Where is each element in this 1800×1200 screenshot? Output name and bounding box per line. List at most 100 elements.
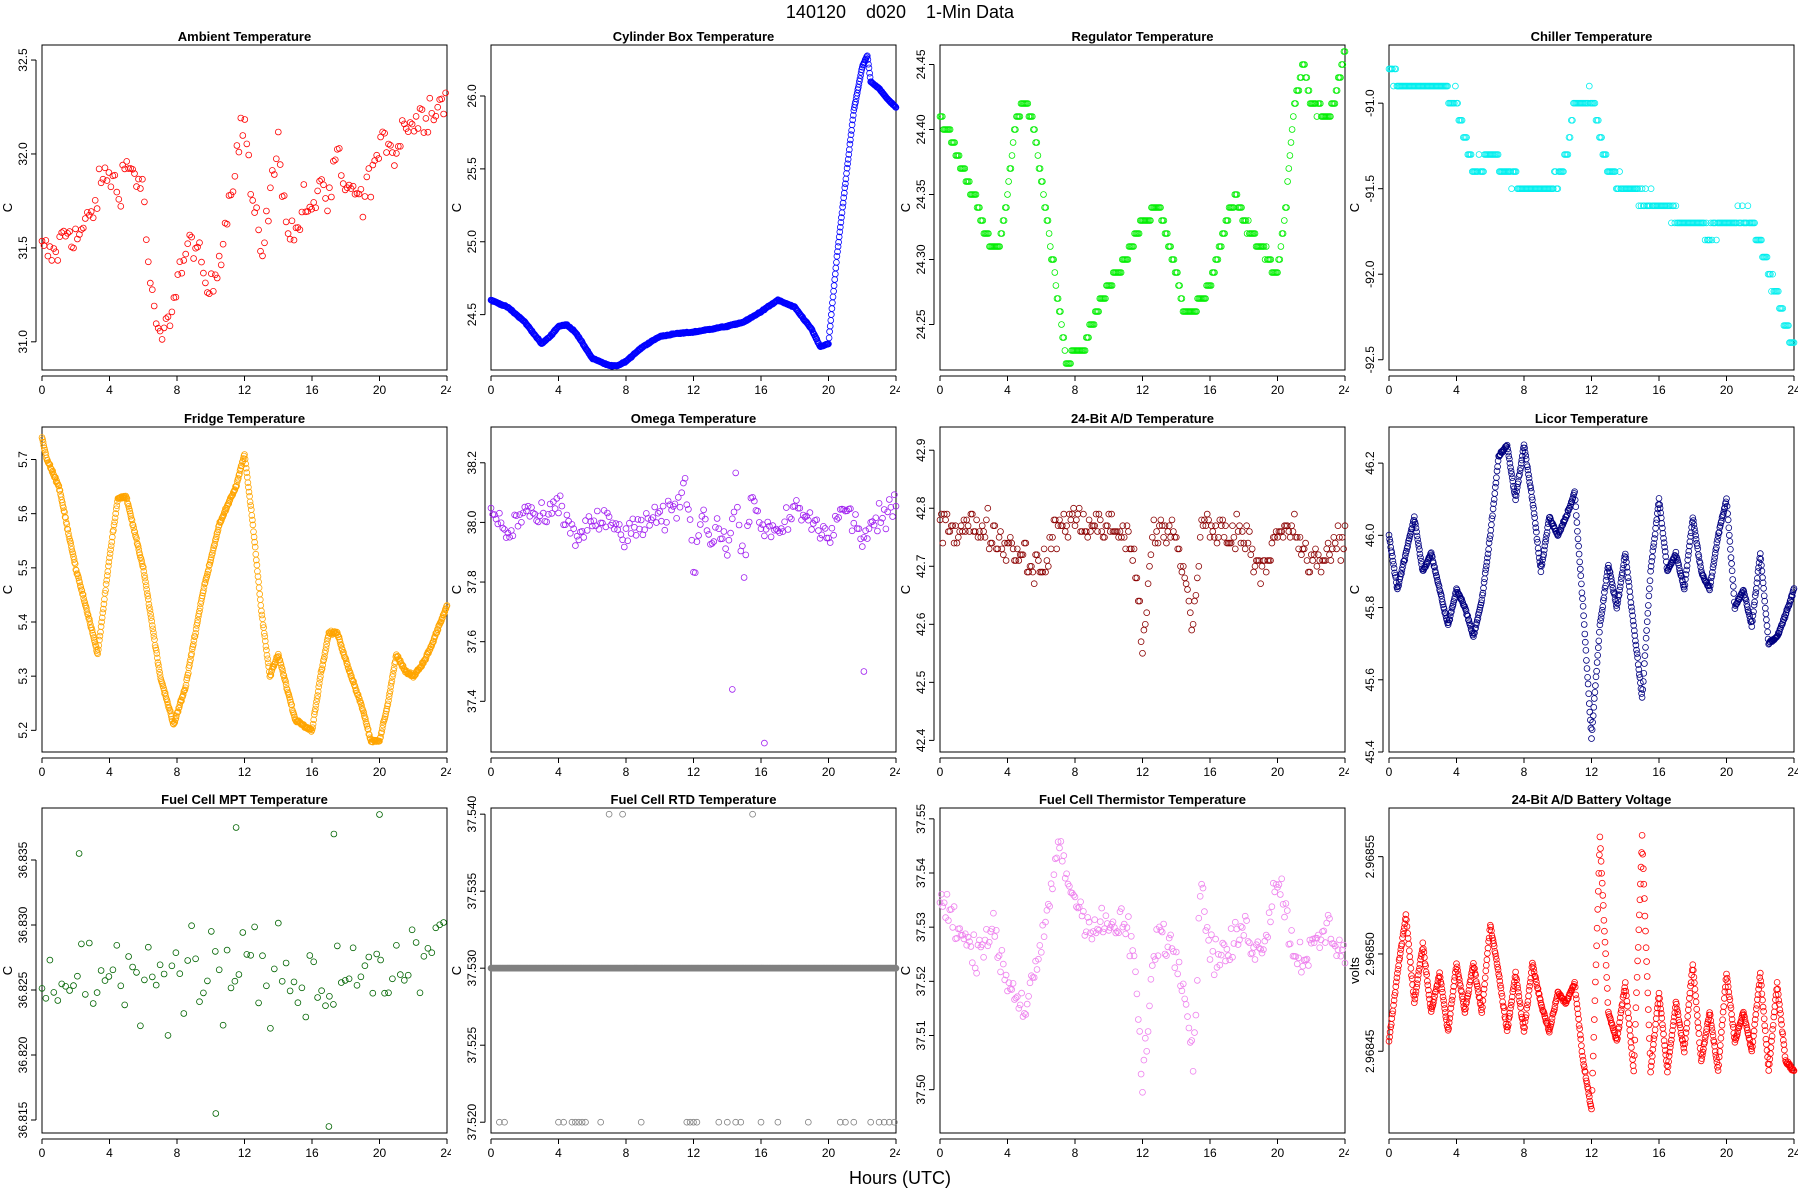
data-point [1202,295,1209,302]
data-point [592,522,599,530]
data-point [137,185,144,192]
plot-frame [41,807,448,1134]
data-point [1385,531,1393,539]
data-point [839,203,846,211]
x-tick-label: 12 [238,765,252,779]
y-tick-label: 42.9 [914,438,928,462]
data-point [1586,708,1594,716]
data-point [1527,484,1535,492]
data-point [1569,494,1577,502]
data-point [276,656,284,664]
data-point [1575,542,1582,550]
data-point [1142,621,1149,628]
data-point [492,515,500,523]
data-point [255,226,262,234]
data-point [1749,612,1757,619]
data-point [1067,516,1075,524]
data-point [1193,574,1201,582]
data-point [249,516,256,524]
data-point [1608,578,1616,586]
data-point [1714,532,1722,540]
data-point [1279,534,1287,541]
data-point [1601,588,1608,596]
data-point [50,989,58,996]
data-point [1719,511,1727,518]
data-point [730,508,738,516]
data-point [1464,612,1472,620]
data-point [155,665,163,673]
data-point [1439,601,1447,608]
data-point [1653,516,1661,523]
data-point [1650,540,1658,547]
data-point [1658,520,1666,527]
data-point [1779,305,1787,312]
data-point [149,973,156,981]
data-point [1429,553,1436,561]
data-point [1178,295,1186,302]
data-point [799,511,807,519]
data-point [1178,568,1186,576]
data-point [1675,565,1683,572]
data-point [267,1025,274,1032]
data-point [860,534,868,541]
data-point [330,157,337,165]
data-point [288,701,296,709]
data-point [1413,532,1421,540]
data-point [1598,134,1605,141]
data-point [178,697,185,705]
data-point [1405,535,1413,542]
data-point [1295,87,1303,94]
data-point [1574,535,1582,543]
data-point [243,140,251,148]
chart-regulator: Regulator TemperatureC0481216202424.2524… [900,29,1349,397]
data-point [1727,546,1734,553]
data-point [757,525,765,532]
data-point [869,518,876,525]
data-point [1282,522,1290,529]
data-point [442,89,449,97]
data-point [82,215,89,222]
data-point [1691,528,1699,535]
data-point [636,525,643,533]
data-point [664,497,672,505]
data-point [1690,521,1698,528]
data-point [509,532,517,540]
data-point [1119,522,1127,529]
data-point [58,499,66,506]
data-point [96,632,104,640]
data-point [834,248,841,256]
data-point [1276,256,1284,263]
data-point [150,629,157,636]
y-tick-label: 5.4 [16,613,30,630]
data-point [101,977,109,984]
data-point [408,120,416,128]
data-point [828,305,836,312]
data-point [1708,236,1716,244]
data-point [654,509,662,517]
data-point [90,634,98,641]
data-point [852,511,859,518]
data-point [272,155,280,163]
data-point [72,566,80,574]
data-point [1508,470,1515,478]
data-point [864,56,872,63]
data-point [1739,587,1747,595]
data-point [1767,270,1774,278]
y-tick-label: 42.7 [914,554,928,578]
data-point [344,663,352,671]
data-point [1647,567,1654,575]
data-point [1442,612,1450,620]
data-point [1035,557,1042,564]
data-point [310,199,318,206]
data-point [1398,570,1405,577]
data-point [1724,516,1732,524]
data-point [1599,603,1607,611]
data-point [678,489,686,496]
data-point [235,475,242,482]
data-point [782,504,790,511]
data-point [1285,165,1293,172]
data-point [884,508,891,516]
data-point [129,963,136,971]
data-point [853,92,860,99]
data-point [440,110,447,118]
